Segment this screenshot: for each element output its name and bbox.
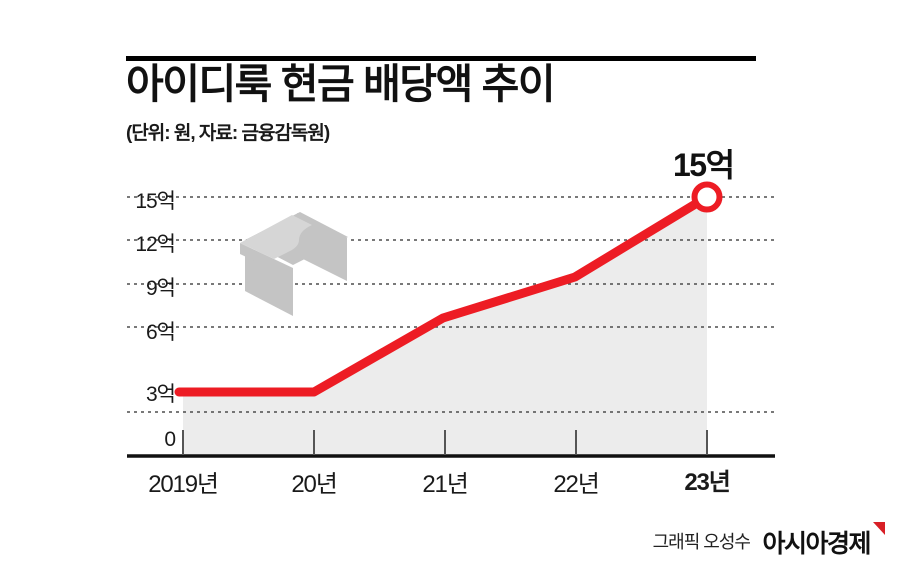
y-axis-label-3: 3억 bbox=[146, 383, 176, 406]
graphic-credit: 그래픽 오성수 bbox=[652, 532, 751, 552]
x-axis-label-21: 21년 bbox=[422, 471, 468, 498]
y-axis-label-9: 9억 bbox=[146, 277, 176, 300]
x-axis-ticks bbox=[182, 430, 708, 455]
y-axis-label-12: 12억 bbox=[135, 233, 176, 256]
x-axis-label-22: 22년 bbox=[553, 471, 599, 498]
area-fill bbox=[183, 197, 707, 455]
header-rule bbox=[126, 56, 756, 61]
y-axis-label-6: 6억 bbox=[146, 321, 176, 344]
y-axis-label-0: 0 bbox=[164, 428, 176, 451]
chart-subtitle: (단위: 원, 자료: 금융감독원) bbox=[126, 123, 330, 144]
data-line bbox=[174, 192, 712, 397]
red-flag-icon bbox=[873, 522, 885, 535]
x-axis-label-2019: 2019년 bbox=[148, 471, 219, 498]
data-point-value-label: 15억 bbox=[673, 147, 735, 183]
publisher-logo-text: 아시아경제 bbox=[762, 530, 871, 558]
data-point-marker-23 bbox=[691, 181, 723, 213]
money-stack-icon bbox=[240, 212, 348, 316]
page-title: 아이디룩 현금 배당액 추이 bbox=[126, 61, 556, 107]
gridlines bbox=[127, 196, 775, 413]
x-axis-label-20: 20년 bbox=[291, 471, 337, 498]
x-axis-label-23: 23년 bbox=[684, 469, 730, 496]
y-axis-label-15: 15억 bbox=[135, 190, 176, 213]
